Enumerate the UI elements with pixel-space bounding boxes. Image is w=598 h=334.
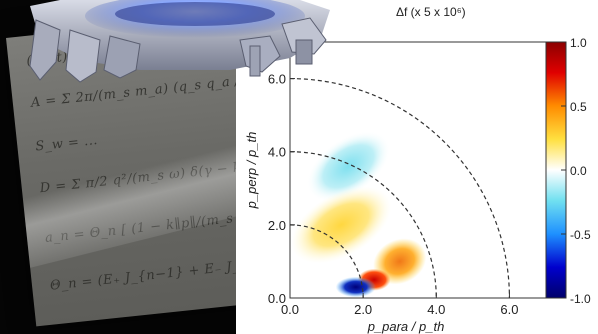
coil-segment [281, 17, 327, 55]
colorbar-ticks: 1.0 0.5 0.0 -0.5 -1.0 [561, 36, 591, 306]
colorbar-tick-label: 1.0 [570, 36, 587, 50]
colorbar-tick-label: -1.0 [570, 292, 591, 306]
plot-title: Δf (x 5 x 10⁶) [396, 5, 466, 19]
coil-segment [65, 29, 101, 83]
support-strut [249, 45, 261, 77]
x-tick-label: 2.0 [354, 302, 372, 317]
coil-segment [29, 19, 61, 81]
x-tick-label: 6.0 [500, 302, 518, 317]
y-tick-label: 4.0 [268, 145, 286, 160]
colorbar-tick-label: -0.5 [570, 228, 591, 242]
y-tick-label: 0.0 [268, 291, 286, 306]
contour-line [290, 151, 437, 298]
contour-line [290, 77, 511, 298]
heatmap-plot: Δf (x 5 x 10⁶) 0.0 2.0 4.0 6.0 0.0 2.0 4.0 6.0… [244, 5, 591, 334]
negative-lobe [306, 131, 391, 202]
plasma-ring [115, 2, 275, 26]
y-tick-label: 2.0 [268, 218, 286, 233]
x-tick-label: 0.0 [281, 302, 299, 317]
contour-line [290, 224, 364, 298]
negative-core [335, 276, 376, 298]
heatmap-field [290, 77, 511, 298]
y-axis: 0.0 2.0 4.0 6.0 [268, 72, 295, 306]
y-tick-label: 6.0 [268, 72, 286, 87]
formula-line: S_w = ... [34, 133, 99, 155]
coil-segment [103, 35, 141, 79]
x-axis-label: p_para / p_th [367, 319, 445, 334]
colorbar-tick-label: 0.0 [570, 164, 587, 178]
positive-lobe [291, 186, 392, 264]
x-axis: 0.0 2.0 4.0 6.0 [281, 293, 518, 317]
tokamak-device-render [29, 0, 330, 83]
support-strut [295, 39, 313, 65]
dashed-contours [290, 77, 511, 298]
colorbar-tick-label: 0.5 [570, 100, 587, 114]
x-tick-label: 4.0 [427, 302, 445, 317]
y-axis-label: p_perp / p_th [244, 132, 259, 210]
